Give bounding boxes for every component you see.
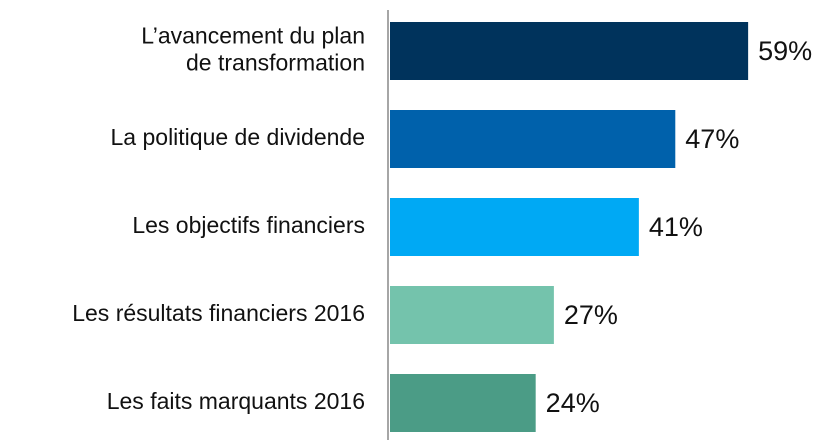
category-label: La politique de dividende — [111, 124, 365, 150]
value-label: 24% — [546, 388, 600, 418]
category-label: Les résultats financiers 2016 — [72, 300, 365, 326]
category-label: L’avancement du plan de transformation — [141, 23, 365, 76]
bar — [390, 110, 676, 168]
value-label: 47% — [685, 124, 739, 154]
value-label: 59% — [758, 36, 812, 66]
bar — [390, 22, 749, 80]
bar — [390, 198, 639, 256]
bar — [390, 374, 536, 432]
value-label: 27% — [564, 300, 618, 330]
category-label-line: L’avancement du plan — [141, 23, 365, 49]
category-label: Les objectifs financiers — [132, 212, 365, 238]
category-label: Les faits marquants 2016 — [107, 388, 365, 414]
bar — [390, 286, 554, 344]
value-label: 41% — [649, 212, 703, 242]
category-label-line: de transformation — [186, 50, 365, 76]
